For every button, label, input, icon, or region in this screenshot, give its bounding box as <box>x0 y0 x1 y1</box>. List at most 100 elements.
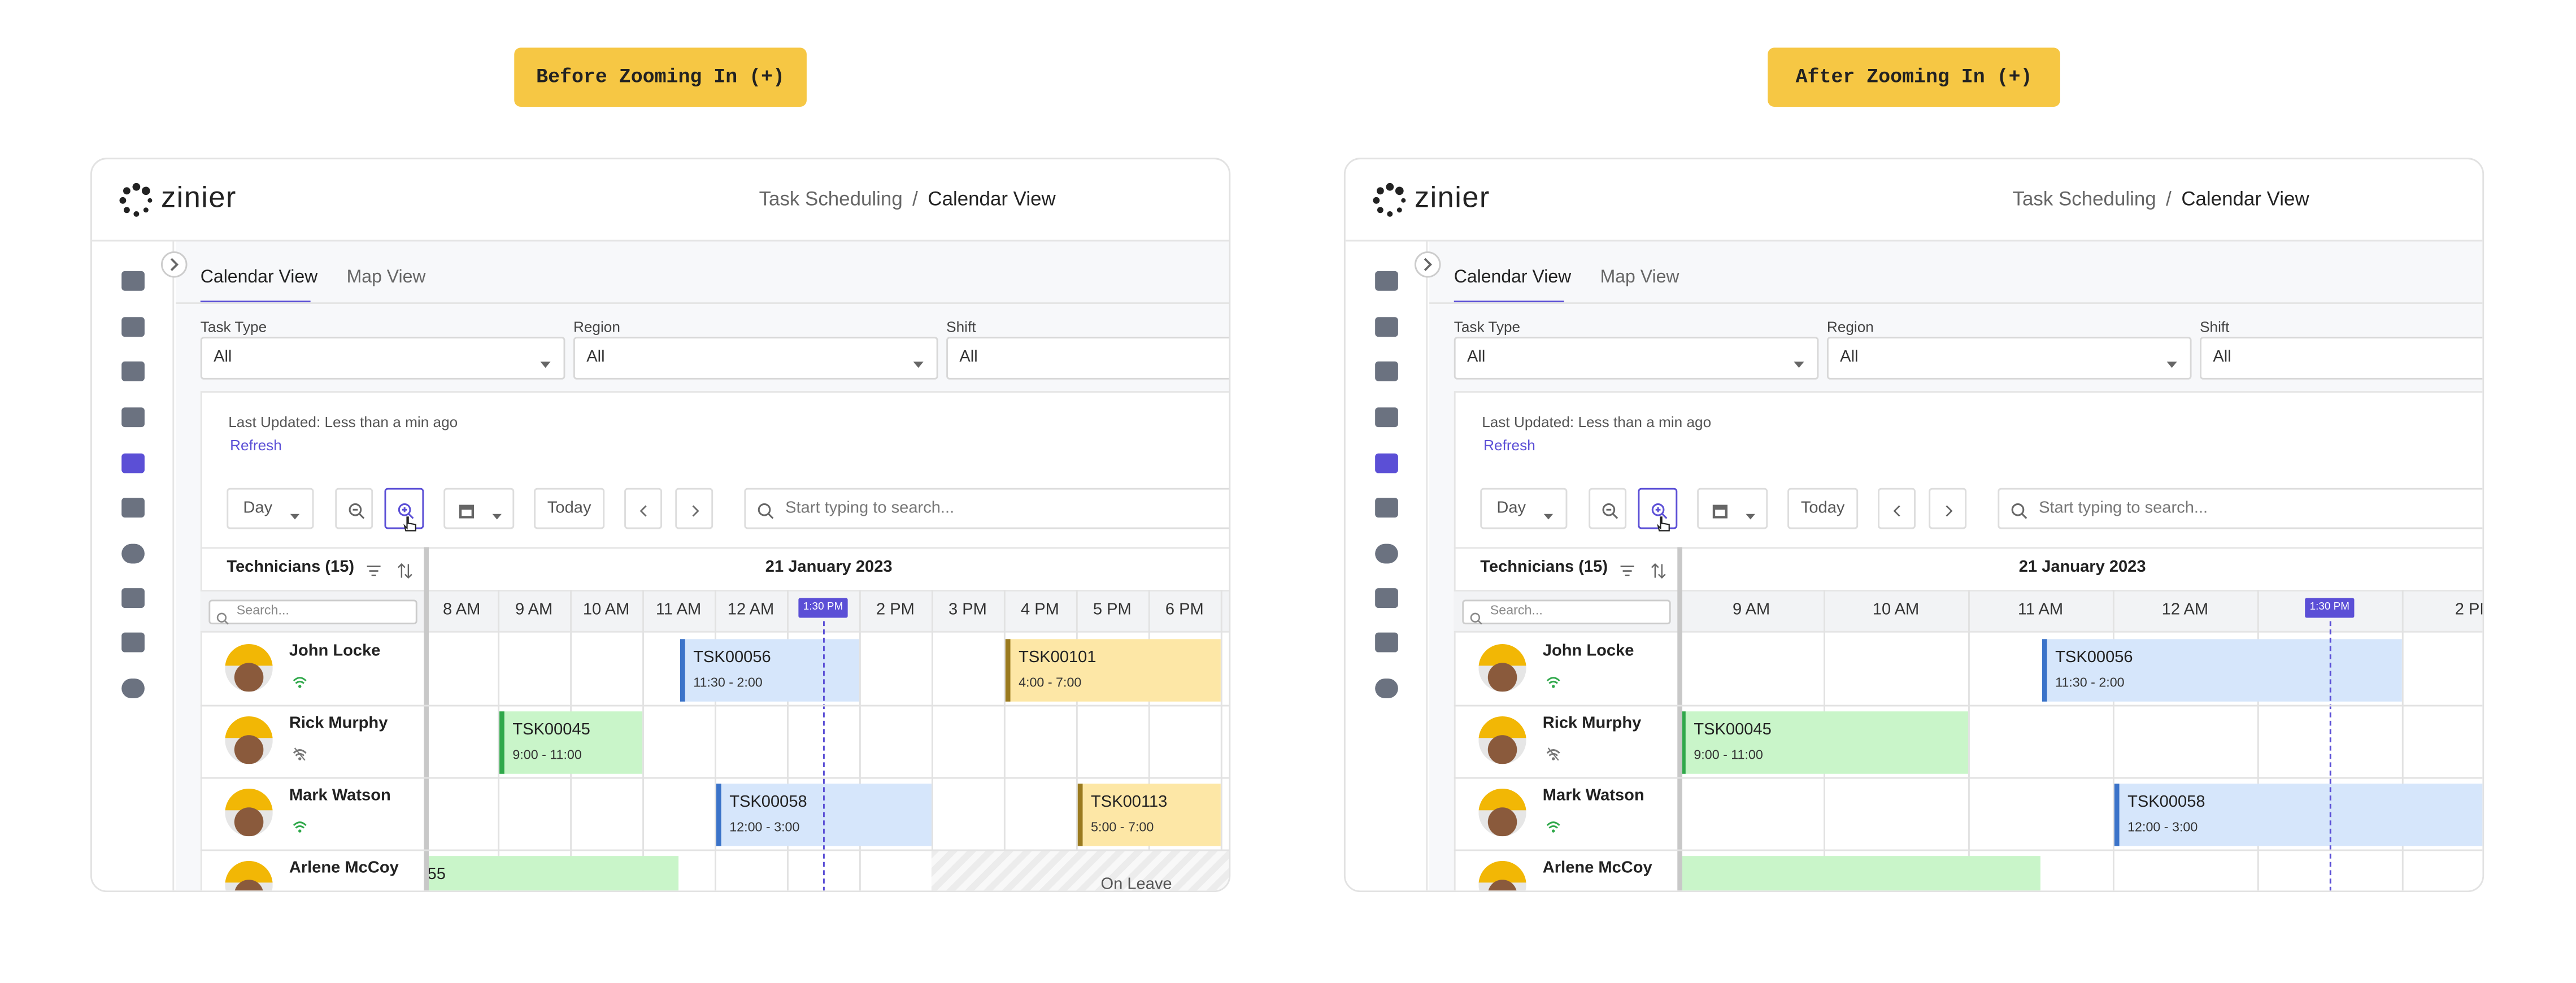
tab[interactable]: Map View <box>346 268 426 288</box>
sort-icon[interactable] <box>1650 559 1668 579</box>
sidebar-icon[interactable] <box>1375 317 1398 337</box>
task-block[interactable]: TSK00055 <box>1682 856 2040 891</box>
sidebar-icon[interactable] <box>1375 588 1398 608</box>
prev-button[interactable] <box>624 488 663 529</box>
next-button[interactable] <box>1929 488 1967 529</box>
task-block[interactable]: TSK00055 <box>429 856 679 891</box>
sidebar-icon[interactable] <box>121 632 145 653</box>
filter-value: All <box>1840 348 1859 367</box>
breadcrumb-item[interactable]: Calendar View <box>2181 187 2309 211</box>
tech-search[interactable]: Search... <box>208 599 417 625</box>
zoom-in-button[interactable] <box>1638 488 1678 529</box>
dropdown-caret <box>2164 351 2180 368</box>
tech-search[interactable]: Search... <box>1462 599 1671 625</box>
search-box[interactable]: Start typing to search... <box>744 488 1229 529</box>
zoom-out-icon <box>1600 499 1620 519</box>
sidebar-icon[interactable] <box>121 453 145 473</box>
task-block[interactable]: TSK00045 9:00 - 11:00 <box>1682 711 1969 774</box>
zoom-in-button[interactable] <box>384 488 424 529</box>
sidebar-icon[interactable] <box>1375 543 1398 564</box>
task-block[interactable]: TSK00056 11:30 - 2:00 <box>680 639 859 702</box>
today-label: Today <box>547 499 591 518</box>
task-block[interactable]: TSK00101 4:00 - 7:00 <box>1005 639 1221 702</box>
view-select[interactable]: Day <box>1480 488 1568 529</box>
filter-icon[interactable] <box>365 559 383 577</box>
task-block[interactable]: TSK00113 5:00 - 7:00 <box>1077 784 1221 846</box>
sidebar-icon[interactable] <box>121 317 145 337</box>
task-block[interactable]: TSK00056 11:30 - 2:00 <box>2042 639 2402 702</box>
tab[interactable]: Calendar View <box>1454 268 1572 288</box>
sidebar-icon[interactable] <box>121 498 145 518</box>
sidebar-icon[interactable] <box>1375 632 1398 653</box>
expand-button[interactable] <box>161 251 188 278</box>
task-block[interactable]: TSK00045 9:00 - 11:00 <box>499 711 643 774</box>
sidebar-icon[interactable] <box>1375 407 1398 428</box>
task-block[interactable]: TSK00058 12:00 - 3:00 <box>2114 784 2483 846</box>
sidebar-icon[interactable] <box>1375 271 1398 291</box>
date-picker[interactable] <box>443 488 515 529</box>
filter-select[interactable]: All <box>946 337 1229 380</box>
search-icon <box>756 499 776 519</box>
view-value: Day <box>1496 499 1526 518</box>
breadcrumb-item[interactable]: Task Scheduling <box>2012 187 2156 211</box>
sidebar-icon[interactable] <box>121 361 145 381</box>
breadcrumb-item[interactable]: Task Scheduling <box>759 187 903 211</box>
tab[interactable]: Map View <box>1600 268 1679 288</box>
filter-value: All <box>214 348 232 367</box>
dropdown-caret-svg <box>540 362 551 368</box>
header-divider <box>1345 240 2483 242</box>
filter-select[interactable]: All <box>2200 337 2483 380</box>
hour-label: 10 AM <box>1872 601 1920 620</box>
hour-grid-line <box>1220 590 1222 891</box>
sidebar-icon[interactable] <box>1375 498 1398 518</box>
task-id: TSK00056 <box>2055 649 2133 667</box>
breadcrumb-item[interactable]: Calendar View <box>928 187 1056 211</box>
expand-button[interactable] <box>1414 251 1441 278</box>
filter-label: Task Type <box>1454 319 1521 336</box>
zoom-out-button[interactable] <box>335 488 373 529</box>
filter-select[interactable]: All <box>1454 337 1819 380</box>
hour-grid-line <box>1003 590 1006 891</box>
filter-select[interactable]: All <box>1826 337 2192 380</box>
filter-select[interactable]: All <box>200 337 565 380</box>
refresh-link[interactable]: Refresh <box>1483 437 1535 454</box>
search-box[interactable]: Start typing to search... <box>1998 488 2483 529</box>
sidebar-icon[interactable] <box>1375 678 1398 698</box>
sidebar-icon[interactable] <box>121 407 145 428</box>
today-button[interactable]: Today <box>1787 488 1859 529</box>
sidebar-icon[interactable] <box>121 543 145 564</box>
logo-icon <box>118 182 154 219</box>
zoom-out-button[interactable] <box>1589 488 1627 529</box>
prev-button[interactable] <box>1878 488 1916 529</box>
next-button[interactable] <box>675 488 713 529</box>
hour-grid-line <box>1076 590 1078 891</box>
technician-name: Arlene McCoy <box>289 859 399 877</box>
sidebar <box>92 241 175 891</box>
sidebar-icon[interactable] <box>121 678 145 698</box>
task-time: 4:00 - 7:00 <box>1019 675 1082 690</box>
dropdown-caret-svg <box>2166 362 2177 368</box>
refresh-link[interactable]: Refresh <box>230 437 282 454</box>
filter-icon[interactable] <box>1618 559 1637 577</box>
filter-icon-svg <box>1620 566 1634 576</box>
sidebar-icon[interactable] <box>1375 453 1398 473</box>
wifi-on-icon-svg <box>1544 890 1563 892</box>
date-picker[interactable] <box>1697 488 1768 529</box>
now-line <box>823 612 825 891</box>
technicians-header: Technicians (15) <box>227 558 355 577</box>
filter-select[interactable]: All <box>573 337 938 380</box>
sidebar-icon[interactable] <box>1375 361 1398 381</box>
hour-label: 5 PM <box>1093 601 1132 620</box>
today-button[interactable]: Today <box>534 488 605 529</box>
sidebar-icon[interactable] <box>121 588 145 608</box>
zoom-out-icon-svg <box>349 503 365 519</box>
expand-button-svg <box>1424 258 1433 271</box>
sort-icon[interactable] <box>396 559 414 579</box>
row-divider <box>1454 777 2483 779</box>
view-select[interactable]: Day <box>227 488 314 529</box>
sidebar-icon[interactable] <box>121 271 145 291</box>
tab[interactable]: Calendar View <box>200 268 318 288</box>
search-placeholder: Start typing to search... <box>785 499 955 518</box>
avatar <box>225 788 273 837</box>
technician-name: Rick Murphy <box>1542 715 1642 733</box>
